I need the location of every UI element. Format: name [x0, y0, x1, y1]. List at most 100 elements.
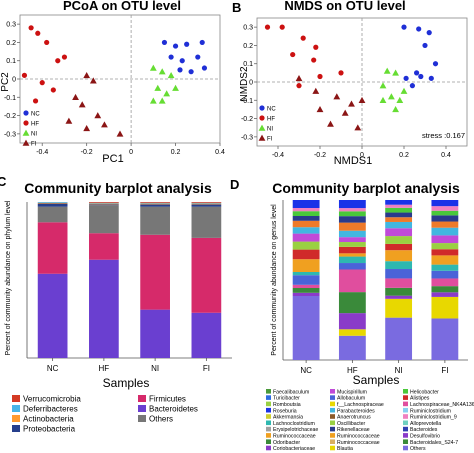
- nmds-point-nc: [409, 83, 415, 89]
- genus-bar-segment: [292, 200, 320, 208]
- nmds-y-label: NMDS2: [239, 66, 250, 101]
- genus-legend-swatch: [330, 407, 335, 413]
- nmds-point-fi: [358, 96, 366, 104]
- pcoa-plot: -0.4 -0.2 0 0.2 0.4 0.3 0.2 0.1 0 -0.1 -0.2 -0.3 NC H…: [4, 14, 225, 156]
- genus-bar-segment: [338, 253, 366, 257]
- pcoa-point-hf: [28, 25, 34, 31]
- genus-bar-segment: [338, 242, 366, 247]
- genus-legend-label: Ruminococcaceae: [337, 434, 380, 440]
- phylum-y-label: Percent of community abundance on phylum…: [5, 200, 12, 355]
- genus-legend-swatch: [266, 420, 271, 426]
- genus-bar-segment: [385, 295, 413, 299]
- genus-legend-swatch: [403, 389, 408, 394]
- genus-legend-swatch: [330, 426, 335, 432]
- genus-bar-segment: [431, 227, 459, 236]
- nmds-y-tick-label: -0.1: [241, 98, 253, 105]
- phylum-legend-label: Bacteroidetes: [149, 405, 198, 414]
- genus-barplot-title: Community barplot analysis: [272, 180, 460, 196]
- nmds-point-ni: [388, 93, 395, 100]
- genus-legend-swatch: [330, 395, 335, 400]
- genus-bar-segment: [385, 212, 413, 218]
- phylum-bar-segment: [140, 206, 170, 235]
- nmds-legend-marker: [259, 105, 265, 111]
- pcoa-y-tick-label: -0.2: [4, 113, 16, 120]
- nmds-point-hf: [300, 35, 306, 41]
- pcoa-point-nc: [201, 65, 208, 71]
- genus-bar-segment: [292, 275, 320, 285]
- genus-bar-segment: [292, 211, 320, 216]
- genus-legend-swatch: [403, 426, 408, 432]
- genus-legend-swatch: [266, 414, 271, 419]
- pcoa-point-fi: [116, 130, 124, 137]
- genus-bar-segment: [292, 296, 320, 360]
- genus-bar-segment: [431, 221, 459, 228]
- pcoa-y-tick-label: -0.1: [4, 95, 16, 102]
- pcoa-point-fi: [65, 117, 73, 124]
- genus-bar-segment: [338, 200, 366, 209]
- nmds-legend-marker: [258, 134, 266, 141]
- pcoa-y-tick-label: 0.1: [6, 58, 16, 65]
- nmds-point-nc: [403, 75, 409, 81]
- genus-bar-segment: [292, 249, 320, 260]
- phylum-bar-segment: [191, 203, 222, 205]
- phylum-bar-segment: [89, 233, 119, 260]
- nmds-point-fi: [341, 109, 349, 116]
- nmds-point-fi: [316, 106, 324, 113]
- genus-bar-segment: [431, 292, 459, 297]
- genus-legend-swatch: [330, 439, 335, 444]
- phylum-bar-segment: [89, 205, 119, 234]
- pcoa-point-nc: [199, 39, 205, 46]
- nmds-point-hf: [290, 51, 296, 58]
- genus-legend-label: Roseburia: [273, 408, 297, 414]
- nmds-title: NMDS on OTU level: [284, 0, 405, 13]
- pcoa-point-ni: [149, 97, 157, 104]
- genus-legend-label: Oscillibacter: [337, 421, 366, 427]
- nmds-x-tick-label: 0: [360, 152, 364, 159]
- genus-legend-swatch: [403, 407, 408, 413]
- genus-legend-label: Bacteroidales_S24-7: [410, 440, 458, 446]
- pcoa-point-hf: [39, 80, 45, 86]
- nmds-y-tick-label: 0: [249, 80, 253, 87]
- genus-bar-segment: [385, 221, 413, 229]
- genus-legend-label: Rikenellaceae: [337, 427, 370, 433]
- genus-legend-label: Ruminococcaceae: [273, 434, 316, 440]
- genus-y-label: Percent of community abundance on genus …: [271, 204, 278, 356]
- pcoa-x-tick-label: 0: [129, 149, 133, 156]
- genus-legend-swatch: [266, 395, 271, 400]
- phylum-bar-segment: [140, 203, 170, 205]
- phylum-bar-segment: [140, 204, 170, 207]
- nmds-point-hf: [296, 83, 302, 89]
- genus-bar-segment: [338, 263, 366, 270]
- genus-bar-segment: [431, 264, 459, 271]
- genus-bar-segment: [292, 241, 320, 250]
- genus-category-label: NC: [300, 366, 312, 375]
- genus-bar-segment: [385, 298, 413, 318]
- pcoa-point-hf: [21, 72, 28, 78]
- genus-legend-label: Erysipelotrichaceae: [273, 427, 318, 433]
- pcoa-point-hf: [35, 30, 41, 36]
- genus-bar-segment: [385, 287, 413, 296]
- genus-bar-segment: [338, 216, 366, 223]
- genus-legend-label: Allobaculum: [337, 396, 365, 402]
- pcoa-x-tick-label: -0.2: [81, 149, 93, 156]
- pcoa-point-hf: [61, 54, 68, 60]
- genus-bar-segment: [431, 278, 459, 287]
- phylum-category-label: FI: [203, 364, 210, 373]
- phylum-legend-label: Deferribacteres: [23, 405, 78, 414]
- pcoa-y-tick-label: 0.3: [6, 22, 16, 29]
- pcoa-legend-label: NI: [31, 132, 37, 138]
- phylum-bar-segment: [89, 204, 119, 206]
- genus-legend-swatch: [403, 420, 408, 426]
- pcoa-point-hf: [50, 87, 56, 93]
- nmds-point-ni: [383, 67, 391, 74]
- pcoa-point-fi: [83, 71, 91, 79]
- phylum-bar-segment: [89, 259, 119, 358]
- genus-legend-swatch: [330, 445, 335, 451]
- genus-bar-segment: [292, 233, 320, 242]
- genus-legend-label: f__Lachnospiraceae: [337, 402, 384, 408]
- pcoa-point-nc: [168, 54, 174, 60]
- genus-bar-segment: [338, 246, 366, 254]
- genus-legend-swatch: [266, 445, 271, 451]
- genus-legend-label: Lachnospiraceae_NK4A136: [410, 402, 474, 408]
